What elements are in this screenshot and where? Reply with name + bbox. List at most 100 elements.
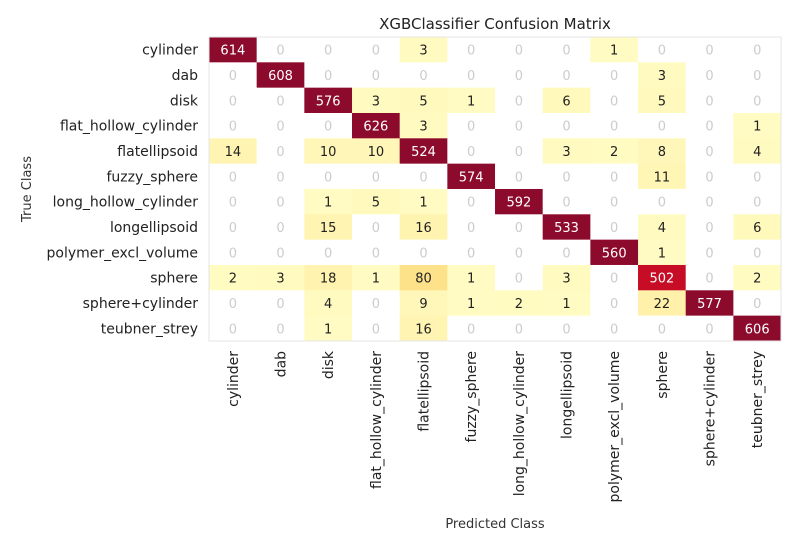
- cell-2-5: [447, 87, 496, 114]
- cell-6-8: [590, 188, 639, 215]
- cell-value-1-9: 3: [658, 69, 666, 84]
- cell-7-3: [352, 214, 401, 241]
- row-tick-label: sphere+cylinder: [83, 296, 199, 312]
- cell-0-1: [256, 37, 305, 63]
- cell-2-4: [399, 87, 448, 114]
- x-axis-label: Predicted Class: [445, 517, 545, 532]
- column-tick-label: flat_hollow_cylinder: [369, 351, 385, 489]
- column-tick-label: dab: [274, 351, 290, 377]
- row-tick-label: sphere: [150, 271, 198, 287]
- cell-8-9: [638, 239, 687, 266]
- cell-value-2-8: 0: [610, 94, 618, 109]
- cell-3-11: [733, 112, 782, 139]
- cell-value-11-0: 0: [229, 322, 237, 337]
- cell-2-2: [304, 87, 353, 114]
- cell-value-1-4: 0: [419, 69, 427, 84]
- cell-value-11-9: 0: [658, 322, 666, 337]
- cell-value-1-7: 0: [562, 69, 570, 84]
- cell-value-9-4: 80: [415, 272, 432, 287]
- column-tick-labels: cylinder dab disk flat_hollow_cylinder flate…: [226, 350, 766, 502]
- cell-value-4-5: 0: [467, 145, 475, 160]
- cell-11-6: [495, 315, 544, 342]
- cell-value-8-4: 0: [419, 246, 427, 261]
- cell-3-3: [352, 112, 401, 139]
- cell-4-6: [495, 138, 544, 165]
- cell-3-9: [638, 112, 687, 139]
- cell-10-1: [256, 290, 305, 317]
- cell-10-9: [638, 290, 687, 317]
- cell-4-4: [399, 138, 448, 165]
- cell-value-8-2: 0: [324, 246, 332, 261]
- cell-value-7-3: 0: [372, 221, 380, 236]
- cell-value-5-9: 11: [654, 170, 671, 185]
- cell-8-4: [399, 239, 448, 266]
- cell-value-2-7: 6: [562, 94, 570, 109]
- cell-value-2-0: 0: [229, 94, 237, 109]
- row-tick-label: teubner_strey: [101, 321, 198, 337]
- cell-value-10-10: 577: [697, 297, 722, 312]
- column-tick-label: disk: [321, 350, 337, 379]
- cell-value-1-3: 0: [372, 69, 380, 84]
- cell-10-11: [733, 290, 782, 317]
- cell-value-11-3: 0: [372, 322, 380, 337]
- cell-value-0-5: 0: [467, 44, 475, 59]
- y-axis-label: True Class: [20, 156, 35, 223]
- cell-value-6-0: 0: [229, 196, 237, 211]
- cell-value-3-2: 0: [324, 120, 332, 135]
- cell-7-0: [209, 214, 258, 241]
- cell-2-10: [685, 87, 734, 114]
- cell-8-1: [256, 239, 305, 266]
- cell-value-10-5: 1: [467, 297, 475, 312]
- cell-5-9: [638, 163, 687, 190]
- cell-10-3: [352, 290, 401, 317]
- cell-1-1: [256, 62, 305, 89]
- cell-3-4: [399, 112, 448, 139]
- cell-11-5: [447, 315, 496, 342]
- cell-8-5: [447, 239, 496, 266]
- row-tick-label: longellipsoid: [110, 220, 198, 236]
- cell-value-10-3: 0: [372, 297, 380, 312]
- cell-value-3-11: 1: [753, 120, 761, 135]
- cell-value-8-9: 1: [658, 246, 666, 261]
- cell-0-6: [495, 37, 544, 63]
- cell-value-7-7: 533: [554, 221, 579, 236]
- cell-value-6-1: 0: [276, 196, 284, 211]
- column-tick-label: long_hollow_cylinder: [512, 351, 528, 497]
- cell-value-0-10: 0: [705, 44, 713, 59]
- cell-value-10-8: 0: [610, 297, 618, 312]
- cell-6-0: [209, 188, 258, 215]
- cell-5-4: [399, 163, 448, 190]
- cell-10-0: [209, 290, 258, 317]
- cell-1-6: [495, 62, 544, 89]
- cell-7-10: [685, 214, 734, 241]
- cell-value-0-2: 0: [324, 44, 332, 59]
- row-tick-label: disk: [170, 93, 199, 109]
- cell-value-2-10: 0: [705, 94, 713, 109]
- cell-value-0-4: 3: [419, 44, 427, 59]
- cell-0-11: [733, 37, 782, 63]
- cell-9-7: [542, 264, 591, 291]
- cell-value-5-6: 0: [515, 170, 523, 185]
- cell-value-8-8: 560: [602, 246, 627, 261]
- cell-6-9: [638, 188, 687, 215]
- cell-11-1: [256, 315, 305, 342]
- cell-value-5-4: 0: [419, 170, 427, 185]
- cell-1-8: [590, 62, 639, 89]
- cell-value-3-3: 626: [363, 120, 388, 135]
- heatmap-cells: [209, 37, 782, 342]
- cell-value-0-1: 0: [276, 44, 284, 59]
- cell-value-6-6: 592: [506, 196, 531, 211]
- cell-value-8-0: 0: [229, 246, 237, 261]
- row-tick-label: dab: [172, 68, 198, 84]
- cell-2-6: [495, 87, 544, 114]
- cell-value-5-11: 0: [753, 170, 761, 185]
- cell-value-6-2: 1: [324, 196, 332, 211]
- cell-0-9: [638, 37, 687, 63]
- cell-value-8-10: 0: [705, 246, 713, 261]
- cell-value-4-1: 0: [276, 145, 284, 160]
- cell-value-11-11: 606: [745, 322, 770, 337]
- cell-2-1: [256, 87, 305, 114]
- cell-value-9-7: 3: [562, 272, 570, 287]
- cell-value-5-5: 574: [459, 170, 484, 185]
